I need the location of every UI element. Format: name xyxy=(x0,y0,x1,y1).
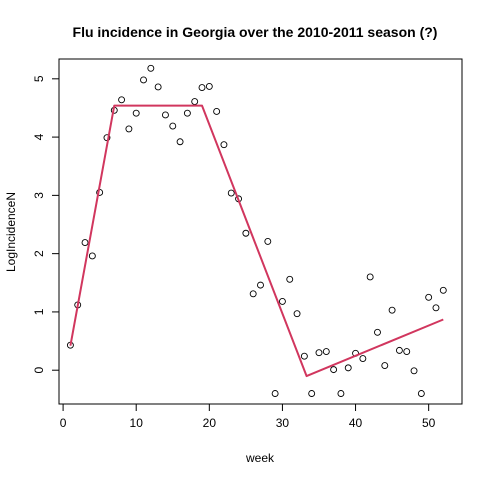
data-point xyxy=(425,293,433,301)
data-point xyxy=(381,362,389,369)
data-point xyxy=(330,366,338,374)
x-tick-label: 50 xyxy=(422,416,436,430)
data-point xyxy=(88,252,96,260)
data-point xyxy=(395,346,403,354)
data-point xyxy=(264,237,272,245)
x-axis-label: week xyxy=(245,451,275,465)
data-point xyxy=(220,141,228,149)
y-tick-label: 3 xyxy=(32,192,46,199)
data-point xyxy=(374,328,381,336)
y-tick-label: 0 xyxy=(32,367,46,374)
data-point xyxy=(249,290,257,298)
fit-line-group xyxy=(69,104,444,378)
y-axis-label: LogIncidenceN xyxy=(4,192,18,272)
data-point xyxy=(205,82,213,90)
data-point xyxy=(366,273,374,281)
y-tick-label: 1 xyxy=(32,308,46,315)
data-point xyxy=(388,306,396,314)
data-point xyxy=(162,111,169,119)
data-point xyxy=(344,364,352,372)
data-point xyxy=(213,107,221,115)
data-point xyxy=(286,275,294,283)
data-point xyxy=(439,286,447,294)
data-point xyxy=(403,348,411,356)
data-point xyxy=(300,352,308,360)
data-point xyxy=(183,109,191,117)
data-point xyxy=(227,189,235,197)
y-tick-label: 2 xyxy=(32,250,46,257)
data-point xyxy=(337,390,345,397)
data-point xyxy=(140,76,147,84)
x-axis: 0 10 20 30 40 50 xyxy=(60,404,436,430)
y-tick-label: 4 xyxy=(32,133,46,140)
chart-title: Flu incidence in Georgia over the 2010-2… xyxy=(73,24,438,40)
x-tick-label: 40 xyxy=(349,416,363,430)
data-point xyxy=(322,348,330,356)
data-point xyxy=(410,367,418,375)
data-point xyxy=(432,304,440,312)
data-point xyxy=(257,281,264,289)
data-point xyxy=(176,138,184,146)
data-point xyxy=(315,349,323,357)
x-tick-label: 30 xyxy=(276,416,290,430)
data-point xyxy=(293,310,301,318)
x-tick-label: 20 xyxy=(203,416,217,430)
y-axis: 0 1 2 3 4 5 xyxy=(32,75,59,374)
data-point xyxy=(147,64,155,72)
data-point xyxy=(169,122,177,130)
data-point xyxy=(198,84,206,92)
data-point xyxy=(154,83,162,91)
data-point xyxy=(132,109,140,117)
data-point xyxy=(118,96,126,104)
data-point xyxy=(242,229,250,237)
data-point xyxy=(271,390,279,397)
data-points xyxy=(66,64,447,397)
data-point xyxy=(191,98,199,105)
x-tick-label: 0 xyxy=(60,416,67,430)
data-point xyxy=(359,355,367,362)
data-point xyxy=(417,390,425,397)
fit-line xyxy=(69,104,444,378)
data-point xyxy=(308,390,316,397)
data-point xyxy=(81,239,89,247)
x-tick-label: 10 xyxy=(130,416,144,430)
data-point xyxy=(125,125,133,133)
data-point xyxy=(278,297,286,305)
y-tick-label: 5 xyxy=(32,75,46,82)
